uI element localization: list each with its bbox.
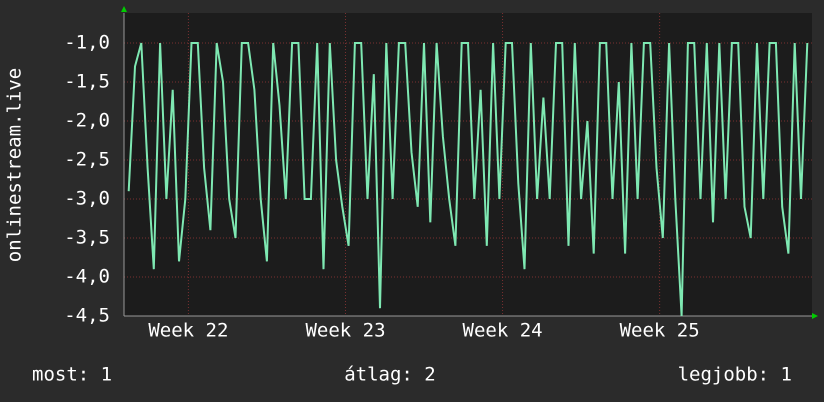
x-tick-label: Week 23 — [305, 320, 385, 342]
footer-now: most: 1 — [32, 364, 112, 386]
y-tick-label: -2,0 — [64, 110, 110, 132]
y-axis-label: onlinestream.live — [4, 68, 26, 262]
y-tick-label: -3,5 — [64, 227, 110, 249]
y-tick-label: -2,5 — [64, 149, 110, 171]
y-tick-label: -4,0 — [64, 266, 110, 288]
footer-best: legjobb: 1 — [678, 364, 792, 386]
x-tick-label: Week 22 — [148, 320, 228, 342]
x-tick-label: Week 24 — [463, 320, 543, 342]
y-tick-label: -3,0 — [64, 188, 110, 210]
x-tick-label: Week 25 — [620, 320, 700, 342]
axis-arrow — [121, 6, 127, 12]
footer-average: átlag: 2 — [344, 364, 436, 386]
y-tick-label: -1,0 — [64, 32, 110, 54]
y-tick-label: -4,5 — [64, 305, 110, 327]
data-line — [127, 42, 809, 317]
axis-arrow — [812, 313, 818, 319]
y-tick-label: -1,5 — [64, 71, 110, 93]
